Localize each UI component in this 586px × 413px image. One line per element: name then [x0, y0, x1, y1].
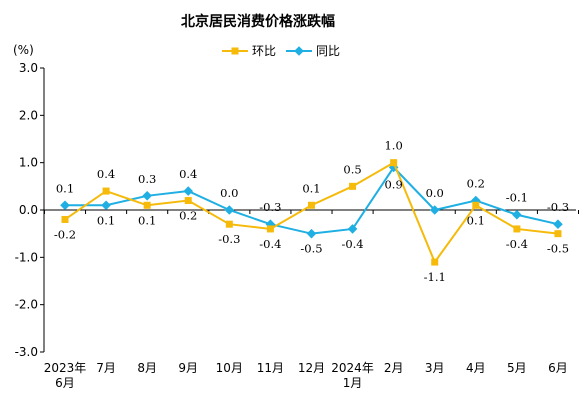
x-tick-label: 11月 [257, 361, 284, 375]
y-tick-label: 2.0 [19, 108, 38, 122]
x-tick-label: 2023年 6月 [44, 361, 87, 390]
x-tick-label: 4月 [466, 361, 486, 375]
data-label-yoy: 0.2 [467, 177, 485, 191]
data-label-mom: 0.2 [179, 209, 197, 223]
chart-title: 北京居民消费价格涨跌幅 [181, 13, 335, 30]
data-label-mom: 0.1 [467, 213, 485, 227]
data-point-mom [184, 197, 192, 205]
y-tick-label: -2.0 [15, 298, 38, 312]
y-tick-label: 3.0 [19, 61, 38, 75]
data-label-yoy: -0.4 [341, 237, 363, 251]
x-tick-label: 2月 [384, 361, 404, 375]
data-label-mom: 0.4 [97, 167, 115, 181]
data-point-mom [554, 230, 562, 238]
data-point-mom [266, 225, 274, 233]
data-point-yoy [101, 200, 111, 211]
x-tick-label: 6月 [548, 361, 568, 375]
x-tick-label: 10月 [216, 361, 243, 375]
data-label-yoy: 0.9 [384, 177, 402, 191]
data-point-mom [143, 201, 151, 209]
data-point-mom [349, 182, 357, 190]
axes: 3.0 2.0 1.0 0.0 -1.0 -2.0 -3.0 2023年 6月 7月 8月 9月 10月… [15, 61, 579, 390]
data-point-yoy [60, 200, 70, 211]
y-tick-label: -1.0 [15, 250, 38, 264]
x-tick-label: 5月 [507, 361, 527, 375]
data-label-yoy: 0.1 [97, 213, 115, 227]
data-label-yoy: -0.1 [506, 191, 528, 205]
x-tick-label: 12月 [298, 361, 325, 375]
data-point-mom [431, 258, 439, 266]
data-label-mom: 0.5 [343, 162, 361, 176]
x-tick-label: 2024年 1月 [331, 361, 374, 390]
y-axis-unit-label: (%) [13, 43, 34, 57]
data-label-yoy: 0.0 [426, 186, 444, 200]
data-label-mom: -0.4 [259, 237, 281, 251]
data-point-mom [102, 187, 110, 195]
data-point-mom [225, 220, 233, 228]
legend-marker-yoy [294, 46, 304, 56]
data-point-yoy [142, 191, 152, 201]
data-point-mom [513, 225, 521, 233]
data-point-yoy [512, 209, 522, 220]
data-point-mom [61, 215, 69, 223]
data-label-yoy: 0.3 [138, 172, 156, 186]
data-label-mom: -0.3 [218, 232, 240, 246]
data-label-mom: 0.1 [138, 213, 156, 227]
data-point-yoy [347, 224, 358, 234]
data-point-yoy [183, 186, 194, 196]
legend-marker-mom [231, 47, 239, 55]
data-label-yoy: 0.0 [220, 186, 238, 200]
data-label-yoy: 0.4 [179, 167, 197, 181]
data-label-yoy: -0.3 [259, 200, 281, 214]
series-group [60, 159, 563, 266]
data-label-yoy: -0.3 [547, 200, 569, 214]
x-tick-label: 7月 [96, 361, 116, 375]
y-tick-label: 0.0 [19, 203, 38, 217]
x-tick-label: 3月 [425, 361, 445, 375]
data-label-mom: 1.0 [384, 139, 402, 153]
data-label-mom: -0.5 [547, 242, 569, 256]
data-labels: -0.2 0.4 0.1 0.2 -0.3 -0.4 0.1 0.5 1.0 -1.1 0.1 -0.… [54, 139, 569, 284]
data-point-mom [307, 201, 315, 209]
data-label-yoy: 0.1 [56, 181, 74, 195]
legend: 环比 同比 [222, 44, 340, 58]
x-tick-label: 8月 [137, 361, 157, 375]
data-label-mom: -0.4 [506, 237, 528, 251]
data-point-mom [472, 201, 480, 209]
data-label-mom: -1.1 [424, 270, 446, 284]
data-label-yoy: -0.5 [300, 242, 322, 256]
data-point-yoy [429, 205, 440, 215]
data-point-mom [390, 159, 398, 167]
data-label-mom: 0.1 [302, 181, 320, 195]
data-point-yoy [306, 228, 317, 239]
legend-label-yoy: 同比 [316, 44, 340, 58]
x-tick-label: 9月 [178, 361, 198, 375]
y-tick-label: -3.0 [15, 345, 38, 359]
data-point-yoy [265, 219, 276, 229]
y-tick-label: 1.0 [19, 156, 38, 170]
legend-label-mom: 环比 [252, 44, 276, 58]
data-point-yoy [553, 219, 563, 229]
data-label-mom: -0.2 [54, 227, 76, 241]
data-point-yoy [224, 205, 235, 215]
